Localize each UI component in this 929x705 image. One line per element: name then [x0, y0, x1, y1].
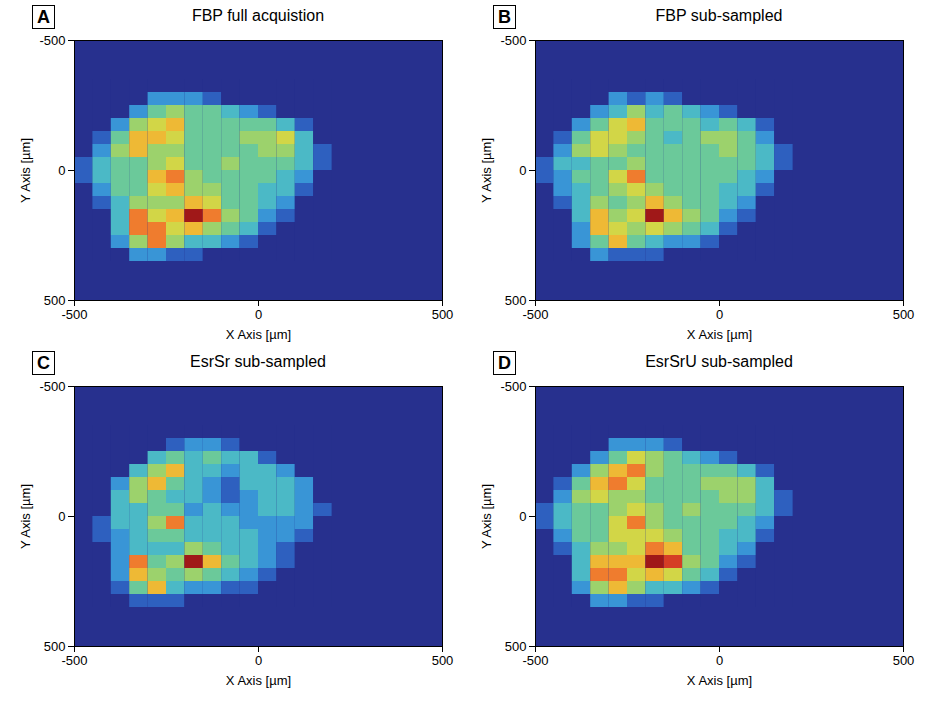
- svg-text:-500: -500: [39, 33, 65, 48]
- svg-text:-500: -500: [522, 653, 548, 668]
- svg-text:500: 500: [893, 653, 915, 668]
- svg-text:0: 0: [255, 307, 262, 322]
- svg-text:X Axis [µm]: X Axis [µm]: [226, 327, 291, 342]
- svg-text:500: 500: [44, 639, 66, 654]
- svg-text:-500: -500: [500, 33, 526, 48]
- svg-text:0: 0: [255, 653, 262, 668]
- svg-text:-500: -500: [522, 307, 548, 322]
- html-text:B: B: [498, 7, 511, 27]
- svg-text:0: 0: [58, 163, 65, 178]
- svg-text:0: 0: [716, 307, 723, 322]
- svg-text:500: 500: [432, 307, 454, 322]
- html-text:EsrSr sub-sampled: EsrSr sub-sampled: [190, 353, 326, 370]
- svg-text:500: 500: [893, 307, 915, 322]
- svg-text:-500: -500: [61, 307, 87, 322]
- svg-text:-500: -500: [500, 379, 526, 394]
- svg-text:Y Axis [µm]: Y Axis [µm]: [18, 138, 33, 203]
- svg-text:X Axis [µm]: X Axis [µm]: [687, 673, 752, 688]
- svg-text:500: 500: [44, 293, 66, 308]
- svg-text:500: 500: [505, 293, 527, 308]
- svg-text:-500: -500: [61, 653, 87, 668]
- html-text:FBP sub-sampled: FBP sub-sampled: [655, 7, 783, 24]
- svg-text:500: 500: [432, 653, 454, 668]
- html-text:C: C: [37, 353, 50, 373]
- html-text:A: A: [37, 7, 50, 27]
- svg-text:500: 500: [505, 639, 527, 654]
- svg-text:X Axis [µm]: X Axis [µm]: [226, 673, 291, 688]
- svg-text:Y Axis [µm]: Y Axis [µm]: [479, 484, 494, 549]
- html-text:EsrSrU sub-sampled: EsrSrU sub-sampled: [645, 353, 793, 370]
- svg-text:Y Axis [µm]: Y Axis [µm]: [18, 484, 33, 549]
- svg-text:0: 0: [58, 509, 65, 524]
- svg-text:0: 0: [519, 509, 526, 524]
- html-text:D: D: [498, 353, 511, 373]
- svg-text:X Axis [µm]: X Axis [µm]: [687, 327, 752, 342]
- svg-text:0: 0: [716, 653, 723, 668]
- html-text:FBP full acquistion: FBP full acquistion: [191, 7, 325, 24]
- svg-text:0: 0: [519, 163, 526, 178]
- svg-text:-500: -500: [39, 379, 65, 394]
- svg-text:Y Axis [µm]: Y Axis [µm]: [479, 138, 494, 203]
